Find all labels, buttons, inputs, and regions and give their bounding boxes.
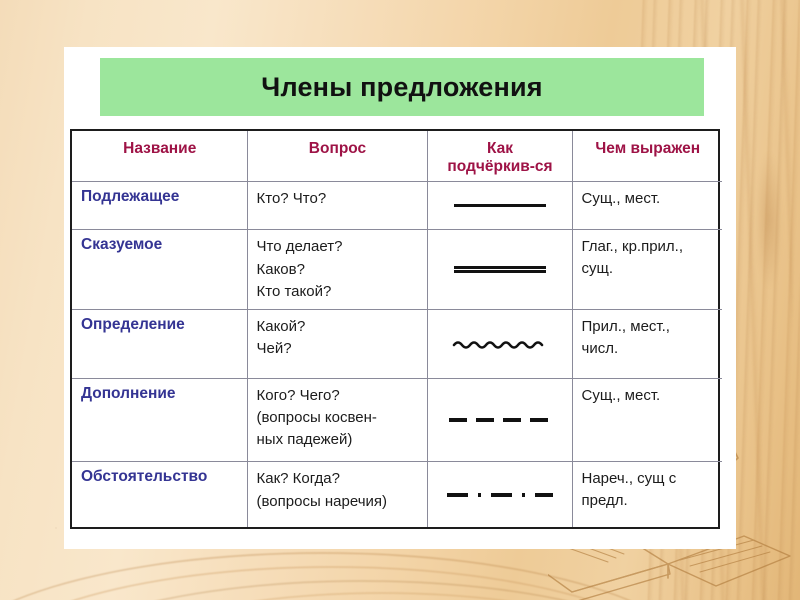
expressed-by-line: сущ. bbox=[581, 260, 614, 278]
expressed-by-line: предл. bbox=[581, 492, 628, 510]
question-line: Кто такой? bbox=[256, 282, 332, 300]
row-expressed-by-cell: Сущ., мест. bbox=[571, 180, 722, 231]
column-header-underline-label-line2: подчёркив-ся bbox=[447, 158, 553, 176]
column-header-name: Название bbox=[72, 131, 248, 182]
row-expressed-by-cell: Сущ., мест. bbox=[571, 377, 722, 463]
question-line: Кто? Что? bbox=[256, 189, 327, 207]
wood-knot-mark bbox=[756, 150, 782, 290]
row-name-cell: Определение bbox=[72, 308, 248, 379]
row-question-cell: Что делает? Каков? Кто такой? bbox=[246, 229, 428, 310]
title-banner: Члены предложения bbox=[100, 58, 704, 116]
row-underline-mark-cell bbox=[426, 377, 573, 463]
row-name-cell: Дополнение bbox=[72, 377, 248, 463]
column-header-expressed-by: Чем выражен bbox=[571, 131, 722, 182]
question-line: ных падежей) bbox=[256, 431, 353, 449]
expressed-by-line: Нареч., сущ с bbox=[581, 470, 677, 488]
column-header-question-label: Вопрос bbox=[308, 140, 367, 157]
double-solid-line-icon bbox=[453, 266, 546, 274]
row-expressed-by-cell: Прил., мест., числ. bbox=[571, 308, 722, 379]
row-name-label: Обстоятельство bbox=[81, 468, 208, 486]
row-name-label: Определение bbox=[81, 315, 185, 333]
question-line: Какой? bbox=[256, 317, 306, 335]
row-underline-mark-cell bbox=[426, 461, 573, 527]
wood-grain-arc bbox=[0, 552, 704, 600]
row-name-cell: Подлежащее bbox=[72, 180, 248, 231]
table-row: Дополнение Кого? Чего? (вопросы косвен- … bbox=[72, 377, 722, 463]
wood-grain-arc-4 bbox=[60, 592, 704, 600]
table-row: Определение Какой? Чей? П bbox=[72, 308, 722, 379]
row-underline-mark-cell bbox=[426, 180, 573, 231]
page-title: Члены предложения bbox=[261, 71, 543, 102]
row-underline-mark-cell bbox=[426, 308, 573, 379]
question-line: Каков? bbox=[256, 260, 305, 278]
expressed-by-line: Прил., мест., bbox=[581, 317, 670, 335]
row-name-label: Подлежащее bbox=[81, 187, 180, 205]
column-header-expressed-by-label: Чем выражен bbox=[595, 140, 701, 157]
expressed-by-line: Сущ., мест. bbox=[581, 386, 661, 404]
column-header-name-label: Название bbox=[123, 140, 197, 157]
expressed-by-line: Глаг., кр.прил., bbox=[581, 238, 684, 256]
wood-grain-arc-3 bbox=[10, 580, 714, 600]
row-name-label: Дополнение bbox=[81, 384, 176, 402]
expressed-by-line: числ. bbox=[581, 339, 619, 357]
table-row: Обстоятельство Как? Когда? (вопросы наре… bbox=[72, 461, 722, 527]
row-expressed-by-cell: Глаг., кр.прил., сущ. bbox=[571, 229, 722, 310]
dash-dot-line-icon bbox=[446, 492, 553, 497]
question-line: Чей? bbox=[256, 339, 292, 357]
row-name-cell: Сказуемое bbox=[72, 229, 248, 310]
wood-grain-arc-2 bbox=[0, 566, 694, 600]
row-name-cell: Обстоятельство bbox=[72, 461, 248, 527]
row-question-cell: Как? Когда? (вопросы наречия) bbox=[246, 461, 428, 527]
single-solid-line-icon bbox=[453, 203, 546, 207]
question-line: (вопросы наречия) bbox=[256, 492, 388, 510]
row-question-cell: Кого? Чего? (вопросы косвен- ных падежей… bbox=[246, 377, 428, 463]
wavy-line-icon bbox=[452, 341, 543, 349]
question-line: Как? Когда? bbox=[256, 470, 340, 488]
row-question-cell: Кто? Что? bbox=[246, 180, 428, 231]
expressed-by-line: Сущ., мест. bbox=[581, 189, 661, 207]
table-row: Подлежащее Кто? Что? Сущ., мест. bbox=[72, 180, 722, 231]
row-question-cell: Какой? Чей? bbox=[246, 308, 428, 379]
column-header-underline-label-line1: Как bbox=[486, 140, 514, 157]
parts-of-sentence-table: Название Вопрос Как подчёркив-ся Чем выр… bbox=[70, 129, 722, 529]
dashed-line-icon bbox=[448, 418, 548, 423]
table-row: Сказуемое Что делает? Каков? Кто такой? … bbox=[72, 229, 722, 310]
question-line: Кого? Чего? bbox=[256, 386, 340, 404]
row-expressed-by-cell: Нареч., сущ с предл. bbox=[571, 461, 722, 527]
table-header-row: Название Вопрос Как подчёркив-ся Чем выр… bbox=[72, 131, 722, 182]
question-line: Что делает? bbox=[256, 238, 343, 256]
column-header-underline: Как подчёркив-ся bbox=[426, 131, 573, 182]
question-line: (вопросы косвен- bbox=[256, 409, 377, 427]
row-underline-mark-cell bbox=[426, 229, 573, 310]
row-name-label: Сказуемое bbox=[81, 236, 163, 254]
column-header-question: Вопрос bbox=[246, 131, 428, 182]
